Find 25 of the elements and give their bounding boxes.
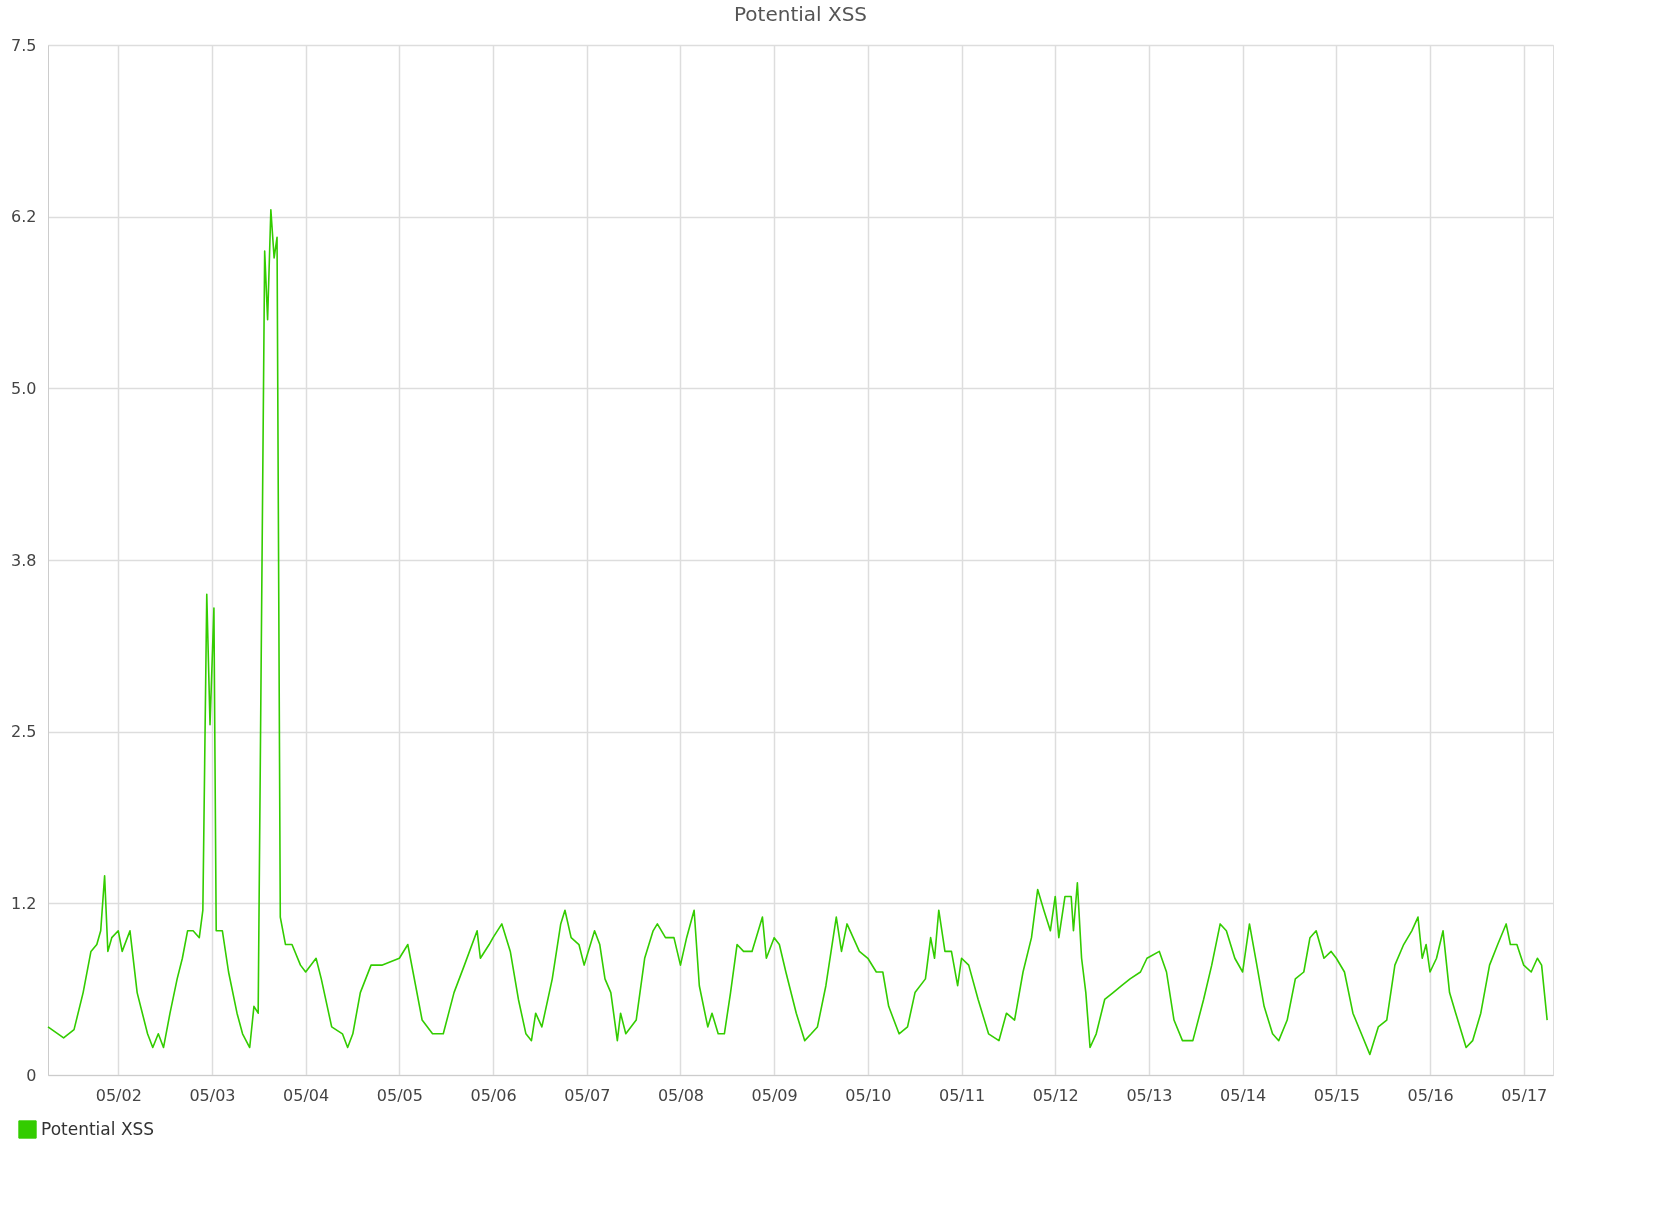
x-tick-label: 05/11 xyxy=(938,1085,986,1105)
y-tick-label: 1.2 xyxy=(11,893,37,913)
chart-title: Potential XSS xyxy=(733,2,868,26)
x-tick-label: 05/09 xyxy=(751,1085,798,1105)
x-tick-label: 05/08 xyxy=(657,1085,705,1105)
x-tick-label: 05/14 xyxy=(1220,1085,1267,1105)
x-tick-label: 05/10 xyxy=(845,1085,892,1105)
y-tick-label: 0 xyxy=(26,1065,37,1085)
x-tick-label: 05/12 xyxy=(1032,1085,1079,1105)
x-tick-label: 05/07 xyxy=(564,1085,611,1105)
x-tick-label: 05/05 xyxy=(376,1085,423,1105)
y-tick-label: 7.5 xyxy=(11,35,37,55)
y-tick-label: 3.8 xyxy=(11,550,37,570)
y-tick-label: 6.2 xyxy=(11,207,37,227)
x-tick-label: 05/06 xyxy=(470,1085,517,1105)
x-tick-label: 05/04 xyxy=(283,1085,330,1105)
legend-label: Potential XSS xyxy=(41,1118,155,1139)
y-tick-label: 2.5 xyxy=(11,722,37,742)
x-tick-label: 05/17 xyxy=(1501,1085,1548,1105)
x-tick-label: 05/15 xyxy=(1313,1085,1360,1105)
x-tick-label: 05/16 xyxy=(1407,1085,1454,1105)
x-tick-label: 05/03 xyxy=(189,1085,236,1105)
x-tick-label: 05/13 xyxy=(1126,1085,1173,1105)
y-tick-label: 5.0 xyxy=(11,378,37,398)
x-tick-label: 05/02 xyxy=(95,1085,142,1105)
